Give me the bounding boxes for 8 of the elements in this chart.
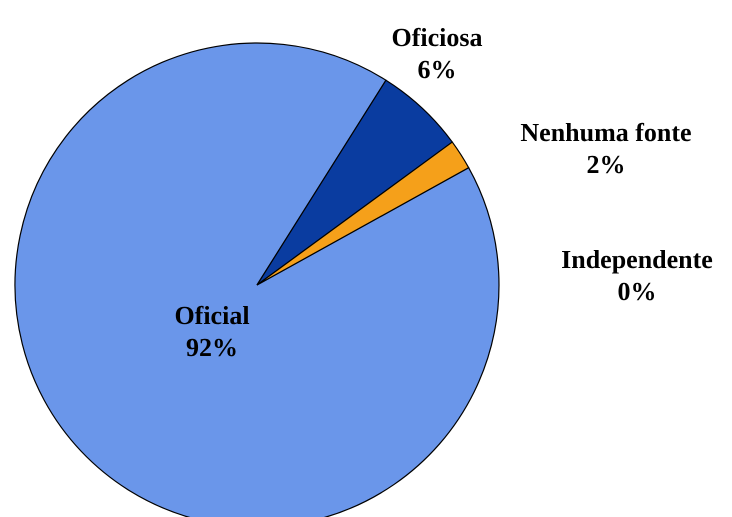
slice-label: Oficiosa: [392, 23, 482, 52]
data-label: 6%: [418, 55, 456, 84]
category-label: Independente: [561, 245, 713, 274]
text: 0%: [618, 277, 656, 306]
data-label: 92%: [186, 333, 238, 362]
data-label: 2%: [586, 150, 626, 179]
slice-label: Oficial: [174, 301, 250, 330]
slice-label: Nenhuma fonte: [520, 118, 692, 147]
